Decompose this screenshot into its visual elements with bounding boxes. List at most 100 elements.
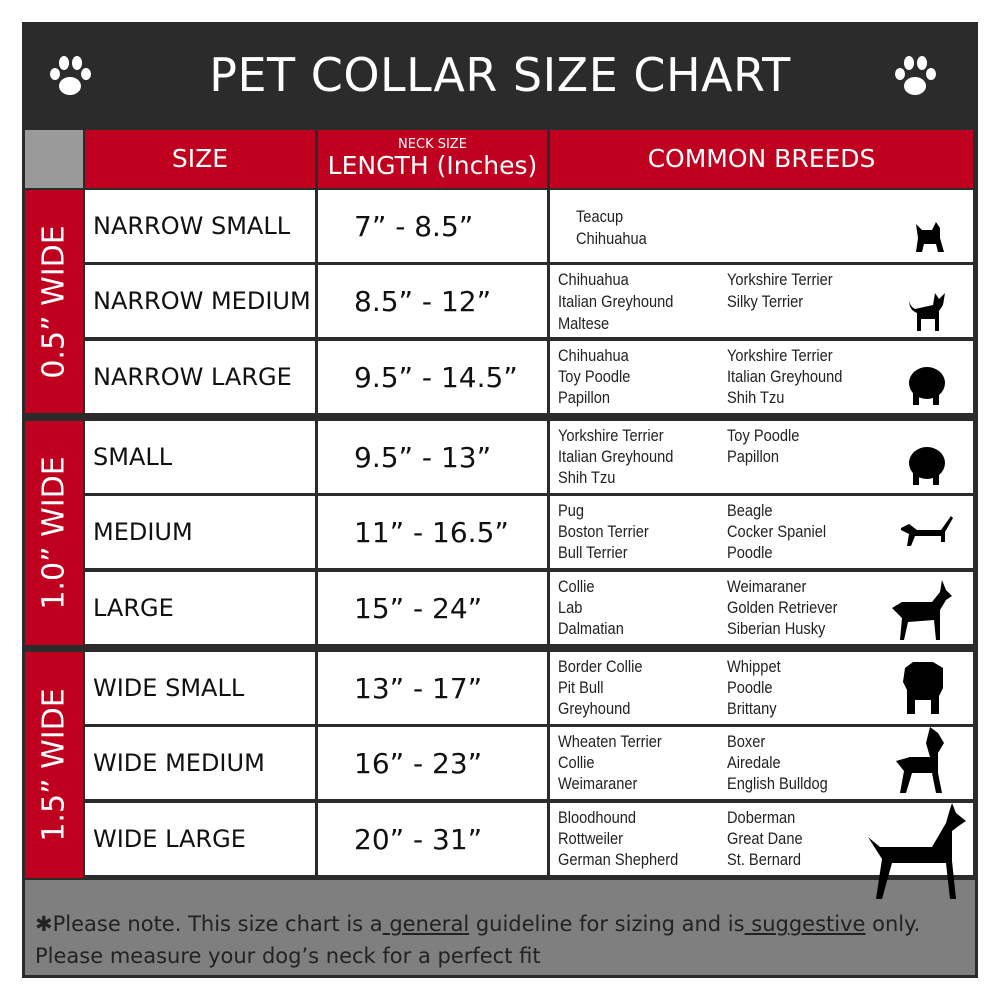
- note-underline-suggestive: suggestive: [744, 912, 866, 936]
- breed-name: Siberian Husky: [727, 619, 826, 638]
- breed-name: Chihuahua: [558, 346, 629, 365]
- breeds-column-2: Toy Poodle Papillon: [727, 425, 799, 467]
- header-breeds: COMMON BREEDS: [550, 130, 973, 188]
- length-cell: 8.5” - 12”: [318, 265, 547, 337]
- breeds-cell: Chihuahua Italian Greyhound Maltese Yorksh…: [550, 265, 973, 337]
- paw-print-icon: [50, 56, 91, 95]
- pomeranian-silhouette-icon: [907, 443, 947, 491]
- breed-name: Italian Greyhound: [558, 447, 674, 466]
- breeds-cell: Bloodhound Rottweiler German Shepherd Dobe…: [550, 803, 973, 875]
- breed-name: Collie: [558, 577, 595, 596]
- length-cell: 16” - 23”: [318, 727, 547, 799]
- breed-name: Wheaten Terrier: [558, 732, 662, 751]
- header-length-label: LENGTH (Inches): [327, 151, 538, 180]
- breeds-column-1: Chihuahua Toy Poodle Papillon: [558, 345, 630, 408]
- breed-name: German Shepherd: [558, 850, 679, 869]
- breed-name: Maltese: [558, 314, 610, 333]
- breed-name: Brittany: [727, 699, 777, 718]
- width-group-text: 0.5” WIDE: [36, 224, 72, 379]
- note-text: ✱Please note. This size chart is a: [35, 912, 383, 936]
- breed-name: Weimaraner: [727, 577, 807, 596]
- length-cell: 13” - 17”: [318, 652, 547, 724]
- breed-name: Boxer: [727, 732, 766, 751]
- length-cell: 15” - 24”: [318, 572, 547, 644]
- breed-name: Whippet: [727, 657, 781, 676]
- breed-name: Dalmatian: [558, 619, 624, 638]
- shepherd-silhouette-icon: [890, 578, 954, 646]
- breed-name: Doberman: [727, 808, 796, 827]
- pomeranian-silhouette-icon: [907, 363, 947, 411]
- breed-name: Collie: [558, 753, 595, 772]
- breeds-column-2: Doberman Great Dane St. Bernard: [727, 807, 803, 870]
- breeds-column-1: Collie Lab Dalmatian: [558, 576, 624, 639]
- note-underline-general: general: [382, 912, 470, 936]
- header-length: NECK SIZE LENGTH (Inches): [318, 130, 547, 188]
- note-text: guideline for sizing and is: [469, 912, 745, 936]
- length-cell: 20” - 31”: [318, 803, 547, 875]
- note-line-2: Please measure your dog’s neck for a per…: [35, 944, 541, 968]
- breeds-column-1: Chihuahua Italian Greyhound Maltese: [558, 269, 673, 335]
- paw-print-icon: [895, 56, 936, 95]
- breed-name: Toy Poodle: [558, 367, 631, 386]
- breeds-column-1: Border Collie Pit Bull Greyhound: [558, 656, 643, 719]
- breeds-column-2: Yorkshire Terrier Italian Greyhound Shih T…: [727, 345, 842, 408]
- width-group-text: 1.5” WIDE: [36, 688, 72, 842]
- breed-name: Italian Greyhound: [558, 292, 674, 311]
- doberman-silhouette-icon: [862, 801, 972, 905]
- breed-name: Shih Tzu: [727, 388, 785, 407]
- breed-name: Airedale: [727, 753, 781, 772]
- breed-name: Toy Poodle: [727, 426, 800, 445]
- breed-name: Bloodhound: [558, 808, 637, 827]
- breeds-column-2: Beagle Cocker Spaniel Poodle: [727, 500, 826, 563]
- breed-name: Golden Retriever: [727, 598, 838, 617]
- breed-name: Yorkshire Terrier: [727, 346, 833, 365]
- breed-name: Cocker Spaniel: [727, 522, 827, 541]
- width-group-label: 1.5” WIDE: [25, 652, 83, 878]
- dachshund-silhouette-icon: [897, 514, 957, 558]
- breed-name: Yorkshire Terrier: [727, 270, 833, 289]
- breed-name: Chihuahua: [576, 229, 647, 248]
- width-group-label: 0.5” WIDE: [25, 190, 83, 413]
- breed-name: Greyhound: [558, 699, 631, 718]
- breed-name: Shih Tzu: [558, 468, 616, 487]
- breed-name: Papillon: [558, 388, 611, 407]
- page-title: PET COLLAR SIZE CHART: [22, 22, 978, 128]
- breeds-column-1: Yorkshire Terrier Italian Greyhound Shih T…: [558, 425, 673, 488]
- breeds-cell: Border Collie Pit Bull Greyhound Whippet Po…: [550, 652, 973, 724]
- breed-name: Silky Terrier: [727, 292, 804, 311]
- pitbull-silhouette-icon: [894, 725, 950, 801]
- breeds-column-1: Bloodhound Rottweiler German Shepherd: [558, 807, 678, 870]
- breed-name: Great Dane: [727, 829, 803, 848]
- note-text: only.: [865, 912, 921, 936]
- breed-name: Papillon: [727, 447, 780, 466]
- breed-name: Chihuahua: [558, 270, 629, 289]
- bulldog-silhouette-icon: [899, 660, 949, 720]
- length-cell: 9.5” - 13”: [318, 421, 547, 493]
- breed-name: Italian Greyhound: [727, 367, 843, 386]
- header-size: SIZE: [85, 130, 315, 188]
- corner-cell: [25, 130, 83, 188]
- size-cell: NARROW SMALL: [85, 190, 315, 262]
- breed-name: Pit Bull: [558, 678, 604, 697]
- breeds-column-2: Weimaraner Golden Retriever Siberian Husky: [727, 576, 838, 639]
- size-cell: WIDE SMALL: [85, 652, 315, 724]
- breeds-column-2: Yorkshire Terrier Silky Terrier: [727, 269, 833, 313]
- size-cell: MEDIUM: [85, 496, 315, 568]
- breed-name: English Bulldog: [727, 774, 828, 793]
- length-cell: 9.5” - 14.5”: [318, 341, 547, 413]
- breed-name: Boston Terrier: [558, 522, 649, 541]
- size-chart: PET COLLAR SIZE CHART SIZE NECK SIZE LEN…: [22, 22, 978, 978]
- breed-name: Poodle: [727, 678, 773, 697]
- size-cell: NARROW MEDIUM: [85, 265, 315, 337]
- length-cell: 7” - 8.5”: [318, 190, 547, 262]
- breed-name: Beagle: [727, 501, 773, 520]
- breeds-column-2: Boxer Airedale English Bulldog: [727, 731, 828, 794]
- width-group-label: 1.0” WIDE: [25, 421, 83, 645]
- footer-note: ✱Please note. This size chart is a gener…: [25, 880, 975, 975]
- breeds-column-1: Pug Boston Terrier Bull Terrier: [558, 500, 649, 563]
- breed-name: St. Bernard: [727, 850, 801, 869]
- breeds-column-1: Wheaten Terrier Collie Weimaraner: [558, 731, 662, 794]
- size-cell: WIDE LARGE: [85, 803, 315, 875]
- breeds-cell: Pug Boston Terrier Bull Terrier Beagle Cock…: [550, 496, 973, 568]
- breed-name: Weimaraner: [558, 774, 638, 793]
